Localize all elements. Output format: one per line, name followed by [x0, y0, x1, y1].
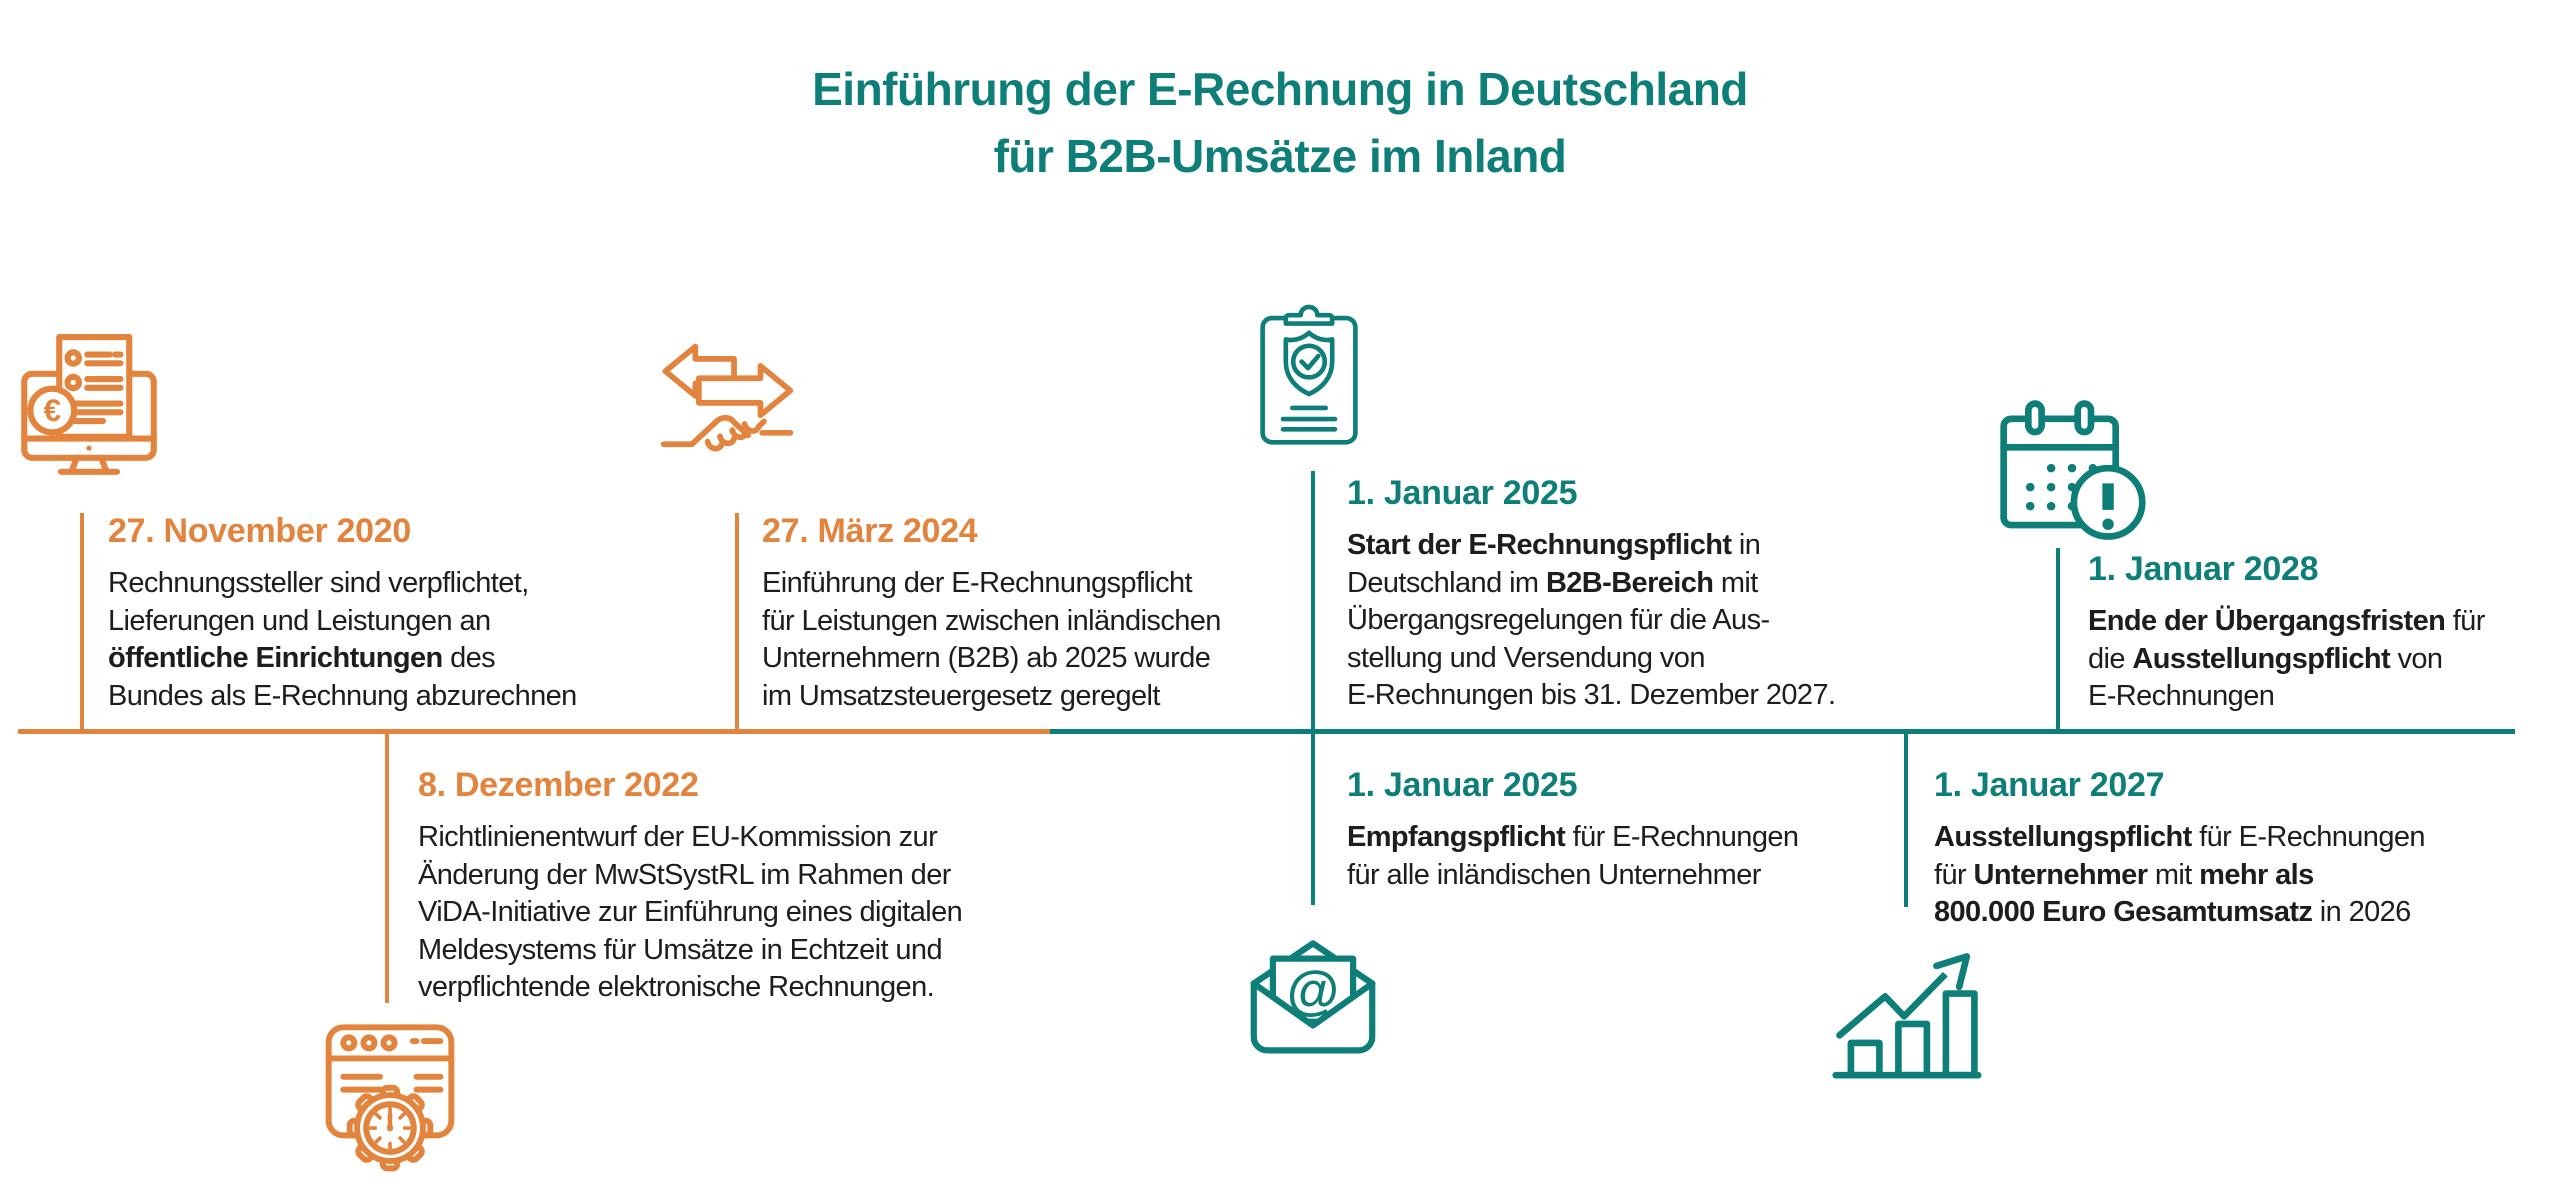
milestone-text: Richtlinienentwurf der EU-Kommission zur…	[418, 821, 963, 1004]
calendar-alert-icon	[1996, 396, 2148, 546]
page-title-line2: für B2B-Umsätze im Inland	[993, 130, 1567, 182]
milestone-2025-empfangspflicht: 1. Januar 2025 Empfangspflicht für E-Rec…	[1347, 766, 1927, 894]
timeline-line-teal	[1050, 729, 2515, 734]
milestone-text: Einführung der E-Rechnungspflicht für Lei…	[762, 567, 1221, 712]
invoice-monitor-icon: €	[18, 330, 160, 477]
milestone-2027-ausstellungspflicht: 1. Januar 2027 Ausstellungspflicht für E…	[1934, 766, 2554, 932]
milestone-date: 1. Januar 2025	[1347, 766, 1578, 804]
tick-2027-januar	[1904, 729, 1908, 907]
milestone-2028-ende-fristen: 1. Januar 2028 Ende der Übergangsfristen…	[2088, 550, 2560, 716]
exchange-handshake-icon	[652, 336, 802, 468]
milestone-date: 8. Dezember 2022	[418, 766, 699, 804]
milestone-2020-november: 27. November 2020 Rechnungssteller sind …	[108, 512, 718, 715]
milestone-text: Rechnungssteller sind verpflichtet, Liefe…	[108, 567, 577, 712]
page-title-line1: Einführung der E-Rechnung in Deutschland	[812, 63, 1748, 115]
milestone-text: Ende der Übergangsfristen für die Ausstel…	[2088, 605, 2485, 713]
browser-settings-icon	[320, 1020, 460, 1172]
clipboard-shield-icon	[1258, 303, 1360, 448]
milestone-date: 1. Januar 2027	[1934, 766, 2165, 804]
milestone-2024-maerz: 27. März 2024 Einführung der E-Rechnungs…	[762, 512, 1342, 715]
milestone-text: Empfangspflicht für E-Rechnungen für alle…	[1347, 821, 1799, 891]
timeline-line-orange	[18, 729, 1050, 734]
tick-2028-januar	[2056, 548, 2060, 733]
milestone-text: Ausstellungspflicht für E-Rechnungen für …	[1934, 821, 2426, 929]
milestone-date: 1. Januar 2025	[1347, 474, 1578, 512]
tick-2020-november	[80, 513, 84, 733]
svg-text:€: €	[43, 392, 61, 428]
milestone-date: 27. März 2024	[762, 512, 978, 550]
page-title: Einführung der E-Rechnung in Deutschland…	[0, 56, 2560, 190]
milestone-text: Start der E-Rechnungspflicht in Deutschla…	[1347, 529, 1836, 712]
milestone-2022-dezember: 8. Dezember 2022 Richtlinienentwurf der …	[418, 766, 1098, 1007]
growth-chart-icon	[1830, 944, 1982, 1082]
milestone-date: 27. November 2020	[108, 512, 411, 550]
email-envelope-icon: @	[1246, 930, 1380, 1058]
tick-2024-maerz	[735, 513, 739, 733]
tick-2025-januar	[1311, 471, 1315, 905]
tick-2022-dezember	[385, 729, 389, 1003]
milestone-2025-start-pflicht: 1. Januar 2025 Start der E-Rechnungspfli…	[1347, 474, 1927, 715]
milestone-date: 1. Januar 2028	[2088, 550, 2319, 588]
